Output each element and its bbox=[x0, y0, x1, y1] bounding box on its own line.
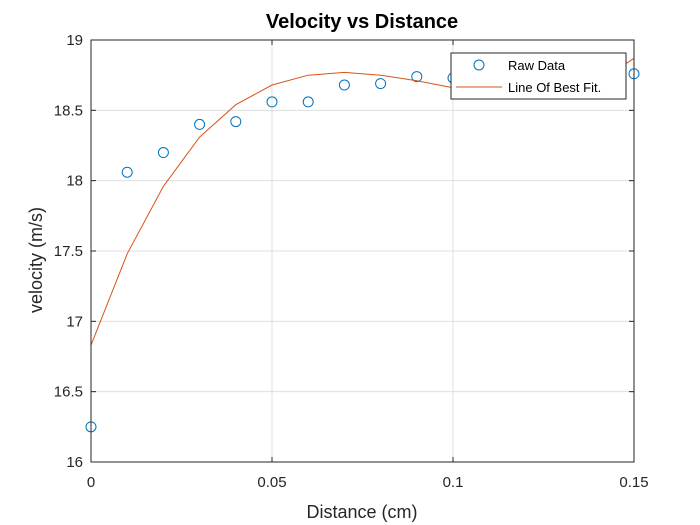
legend-label-best-fit: Line Of Best Fit. bbox=[508, 80, 601, 95]
y-tick-label: 16 bbox=[66, 454, 83, 471]
data-point bbox=[338, 79, 350, 91]
y-tick-label: 19 bbox=[66, 32, 83, 49]
data-point bbox=[194, 118, 206, 130]
axes: 0 0.05 0.1 0.15 16 16.5 17 17.5 18 18.5 19 bbox=[54, 32, 649, 491]
chart-title: Velocity vs Distance bbox=[266, 11, 458, 33]
data-point bbox=[411, 71, 423, 83]
grid bbox=[90, 39, 635, 463]
legend-marker-raw-data bbox=[473, 59, 485, 71]
y-axis-label: velocity (m/s) bbox=[26, 207, 46, 313]
x-tick-label: 0.15 bbox=[619, 474, 648, 491]
x-axis-label: Distance (cm) bbox=[306, 502, 417, 522]
data-point bbox=[375, 78, 387, 90]
data-point bbox=[121, 166, 133, 178]
data-point bbox=[266, 96, 278, 108]
legend-box bbox=[450, 52, 627, 100]
data-point bbox=[302, 96, 314, 108]
y-tick-label: 16.5 bbox=[54, 384, 83, 401]
data-point bbox=[157, 147, 169, 159]
x-tick-label: 0.05 bbox=[257, 474, 286, 491]
legend-label-raw-data: Raw Data bbox=[508, 58, 566, 73]
legend: Raw Data Line Of Best Fit. bbox=[450, 52, 627, 100]
x-tick-label: 0 bbox=[87, 474, 95, 491]
y-tick-label: 18 bbox=[66, 173, 83, 190]
y-tick-label: 18.5 bbox=[54, 102, 83, 119]
y-tick-label: 17.5 bbox=[54, 243, 83, 260]
y-tick-label: 17 bbox=[66, 313, 83, 330]
data-point bbox=[230, 116, 242, 128]
x-tick-label: 0.1 bbox=[443, 474, 464, 491]
